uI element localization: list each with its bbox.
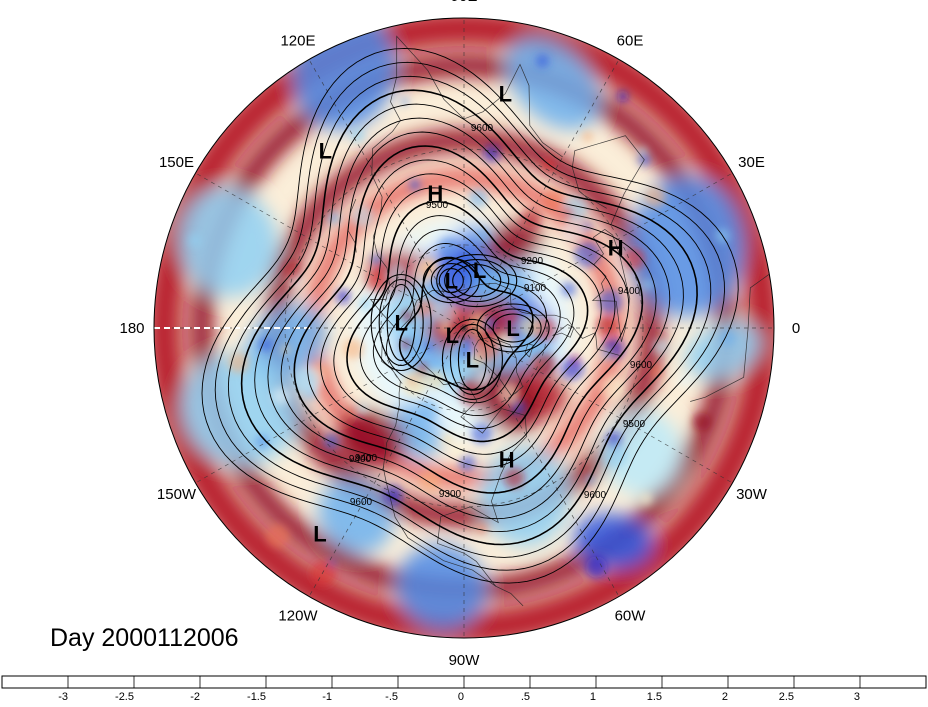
high-pressure-label: H [427,181,443,206]
contour-label: 9100 [524,283,547,294]
low-pressure-label: L [446,323,459,348]
contour-label: 9600 [584,490,607,501]
longitude-label: 150E [159,154,194,171]
longitude-label: 60E [617,33,644,50]
longitude-label: 90E [451,0,478,5]
low-pressure-label: L [506,316,519,341]
contour-label: 9600 [630,360,653,371]
contour-label: 9400 [355,453,378,464]
day-title: Day 2000112006 [50,624,239,652]
contour-label: 9500 [426,200,449,211]
longitude-labels: 90E 60E 30E 0 30W 60W 90W 120W 150W 180 150E 120E [119,0,800,669]
low-pressure-label: L [499,82,512,107]
colorbar-tick-label: .5 [521,691,530,702]
contour-label: 9300 [439,489,462,500]
colorbar: -3 -2.5 -2 -1.5 -1 -.5 0 .5 1 1.5 2 2.5 3 [1,675,927,703]
colorbar-tick-label: -.5 [385,691,398,702]
colorbar-tick-label: -2 [190,691,200,702]
longitude-label: 60W [615,608,647,625]
low-pressure-label: L [466,348,479,373]
contour-label: 9400 [349,454,372,465]
longitude-label: 120E [280,33,315,50]
high-pressure-label: H [608,235,624,260]
colorbar-tick-label: -1.5 [247,691,266,702]
low-pressure-label: L [394,311,407,336]
longitude-label: 90W [449,652,481,669]
colorbar-tick-label: -1 [322,691,332,702]
contour-label: 9400 [618,286,641,297]
lat-lon-grid [154,18,774,638]
map-border [153,17,775,639]
longitude-label: 150W [157,486,197,503]
longitude-label: 30E [738,154,765,171]
colorbar-tick-label: 0 [458,691,464,702]
contour-label: 9500 [623,419,646,430]
low-pressure-label: L [319,139,332,164]
low-pressure-label: L [445,269,458,294]
longitude-label: 0 [792,320,800,337]
contour-label: 9600 [350,497,373,508]
colorbar-tick-label: 2.5 [779,691,794,702]
contour-label: 9600 [471,123,494,134]
colorbar-tick-label: 2 [722,691,728,702]
longitude-label: 120W [278,608,318,625]
low-pressure-label: L [313,522,326,547]
contour-label: 9200 [521,256,544,267]
longitude-label: 180 [119,320,144,337]
contour-labels: 9600 9500 9400 9300 9200 9100 9400 9600 9600 9500… [349,123,653,508]
colorbar-tick-label: 3 [854,691,860,702]
longitude-label: 30W [736,486,768,503]
low-pressure-label: L [473,258,486,283]
colorbar-tick-label: 1 [590,691,596,702]
high-pressure-label: H [499,447,515,472]
colorbar-tick-label: -2.5 [115,691,134,702]
colorbar-tick-label: 1.5 [647,691,662,702]
colorbar-tick-label: -3 [58,691,68,702]
height-contours [201,47,739,584]
